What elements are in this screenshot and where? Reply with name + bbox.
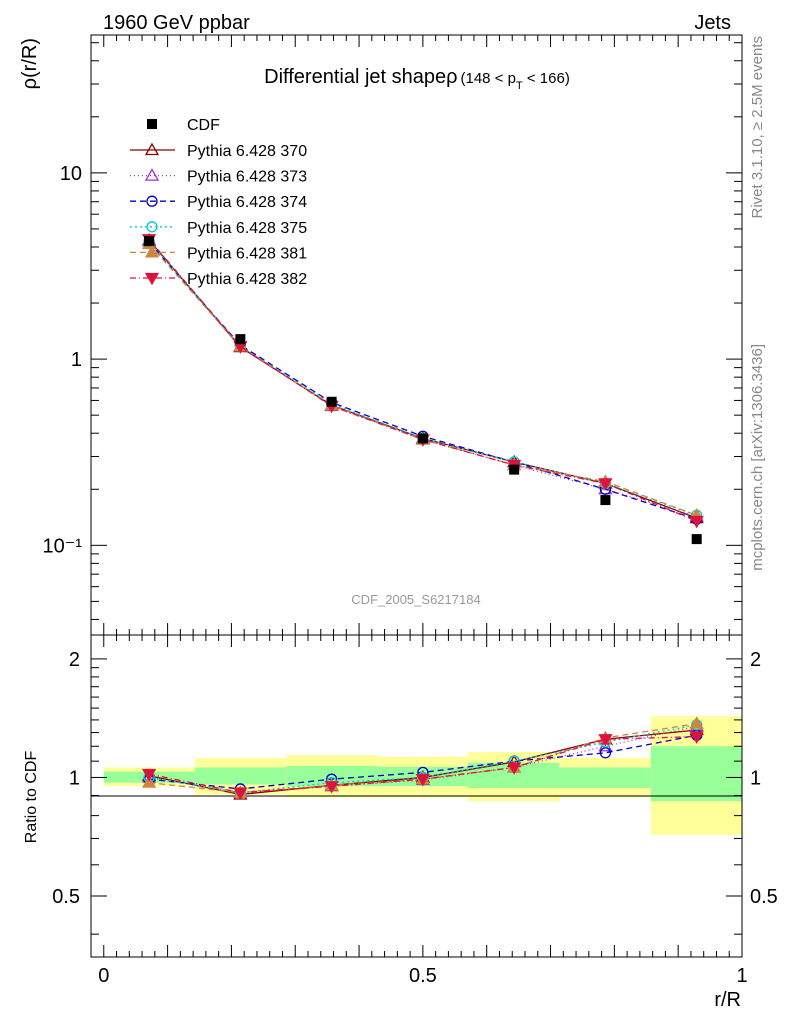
legend-marker <box>146 195 158 207</box>
ratio-curves <box>141 716 704 800</box>
ratio-y-label: Ratio to CDF <box>23 751 40 844</box>
mcplots-label: mcplots.cern.ch [arXiv:1306.3436] <box>749 344 766 571</box>
legend: CDF Pythia 6.428 370 Pythia 6.428 373 Pythi… <box>130 117 307 288</box>
legend-label: Pythia 6.428 382 <box>187 271 307 288</box>
ratio-series-point <box>233 787 248 800</box>
ratio-series-point <box>324 781 339 794</box>
legend-marker <box>146 221 158 233</box>
ratio-y-tick-label-right: 1 <box>750 767 761 789</box>
title-range-b: < 166) <box>523 70 570 87</box>
legend-marker-cdf <box>147 119 157 129</box>
cdf-data-point <box>144 236 155 247</box>
cdf-data-point <box>600 495 611 506</box>
main-y-tick-label: 1 <box>71 349 82 371</box>
ratio-series-point <box>599 747 612 759</box>
legend-label: Pythia 6.428 374 <box>187 194 307 211</box>
ratio-series-point <box>507 762 522 775</box>
x-axis-label: r/R <box>714 989 741 1011</box>
ratio-y-tick-label: 2 <box>69 649 80 671</box>
main-series-point <box>598 478 613 491</box>
legend-marker <box>144 168 160 181</box>
cdf-data-point <box>235 334 246 345</box>
main-y-tick-label: 10 <box>60 163 82 185</box>
legend-marker <box>144 142 160 156</box>
ratio-y-tick-label-right: 0.5 <box>750 886 778 908</box>
main-curves <box>141 232 704 545</box>
title-range-sub: T <box>516 80 523 92</box>
legend-label: Pythia 6.428 381 <box>187 245 307 262</box>
analysis-watermark: CDF_2005_S6217184 <box>351 592 480 607</box>
ratio-band-inner <box>650 746 742 802</box>
title-range-a: (148 < p <box>461 70 516 87</box>
main-y-tick-label: 10⁻¹ <box>43 535 83 557</box>
ratio-y-tick-label: 0.5 <box>52 886 80 908</box>
main-y-label: ρ(r/R) <box>19 38 41 89</box>
rivet-version-label: Rivet 3.1.10, ≥ 2.5M events <box>749 36 766 219</box>
cdf-data-point <box>509 464 520 475</box>
ratio-y-tick-label: 1 <box>69 767 80 789</box>
main-series-point <box>689 515 704 529</box>
x-tick-label: 0.5 <box>409 965 437 987</box>
cdf-data-point <box>417 433 428 444</box>
legend-marker <box>144 272 160 286</box>
legend-label: Pythia 6.428 375 <box>187 220 307 237</box>
title-main: Differential jet shapeρ <box>264 66 457 88</box>
ratio-series-point <box>141 768 157 782</box>
chart-title: Differential jet shapeρ (148 < pT < 166) <box>264 66 570 92</box>
ratio-y-tick-label-right: 2 <box>750 649 761 671</box>
x-tick-label: 1 <box>736 965 747 987</box>
cdf-data-point <box>326 396 337 407</box>
ratio-series-point <box>689 716 704 729</box>
cdf-data-point <box>691 534 702 545</box>
header-right: Jets <box>694 12 731 34</box>
header-left: 1960 GeV ppbar <box>103 12 250 34</box>
ratio-band-inner <box>559 767 651 789</box>
ratio-band-inner <box>195 767 287 785</box>
ratio-series-point <box>689 731 704 744</box>
ratio-series-point <box>598 734 613 747</box>
ratio-series-point <box>141 775 157 788</box>
legend-label: Pythia 6.428 373 <box>187 169 307 186</box>
ratio-series-point <box>415 774 431 787</box>
x-tick-label: 0 <box>98 965 109 987</box>
legend-marker <box>144 245 160 258</box>
ratio-uncertainty-bands <box>103 716 742 835</box>
legend-label-cdf: CDF <box>187 117 220 134</box>
axes: 0 0.5 1 10⁻¹ 1 10 0.5 0.5 1 1 2 2 <box>43 35 778 987</box>
legend-label: Pythia 6.428 370 <box>187 143 307 160</box>
